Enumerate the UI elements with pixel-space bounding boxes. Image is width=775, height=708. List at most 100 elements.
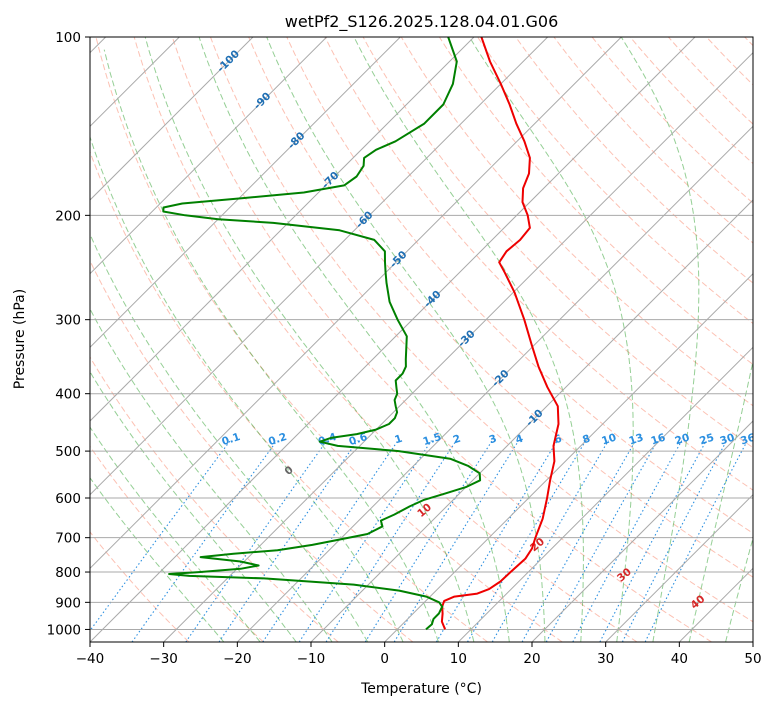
moist-adiabat-line: [103, 49, 439, 642]
dry-adiabat-line: [438, 37, 753, 366]
mixing-ratio-label: 20: [674, 432, 692, 448]
isotherm-line: [90, 37, 549, 496]
mixing-ratio-line: [545, 440, 659, 642]
moist-adiabat-line: [620, 37, 700, 642]
mixing-ratio-line: [644, 440, 748, 642]
mixing-ratio-label: 4: [514, 433, 525, 447]
x-axis-label: Temperature (°C): [360, 681, 482, 697]
plot-frame: [89, 36, 754, 643]
y-axis-label: Pressure (hPa): [12, 289, 28, 389]
x-axis-ticks: −40 −30 −20 −10 0 10 20 30 40 50: [76, 642, 762, 667]
mixing-ratio-label: 1: [393, 433, 404, 447]
x-tick-label: 30: [597, 651, 614, 667]
mixing-ratio-label: 1.5: [422, 431, 443, 448]
dry-adiabat-line: [210, 37, 753, 623]
x-tick-label: 40: [671, 651, 688, 667]
dry-adiabat-line: [591, 37, 753, 204]
mixing-ratio-label: 0.1: [220, 431, 241, 448]
x-tick-label: −30: [149, 651, 178, 667]
moist-adiabat-line: [144, 37, 475, 642]
y-tick-label: 200: [55, 208, 81, 224]
y-tick-label: 500: [55, 444, 81, 460]
x-tick-label: 50: [744, 651, 761, 667]
isotherm-line: [310, 199, 753, 642]
moist-adiabat-line: [90, 426, 261, 642]
mixing-ratio-line: [298, 440, 432, 642]
isotherm-line: [90, 37, 622, 570]
dry-adiabat-line: [90, 531, 190, 642]
moist-adiabat-line: [90, 476, 225, 642]
dry-adiabat-line: [553, 37, 753, 244]
dry-adiabat-line: [95, 37, 563, 642]
mixing-ratio-label: 8: [581, 433, 592, 447]
x-tick-label: 10: [450, 651, 467, 667]
isotherm-line: [605, 493, 753, 642]
isotherm-line: [236, 125, 753, 642]
x-tick-label: −10: [297, 651, 326, 667]
mixing-ratio-line: [262, 440, 399, 642]
dry-adiabat-line: [286, 37, 753, 534]
isotherms: [90, 37, 753, 642]
isotherm-line: [384, 272, 753, 642]
isotherm-line: [90, 37, 696, 642]
mixing-ratio-line: [131, 440, 278, 642]
mixing-ratio-label: 16: [649, 432, 667, 448]
isotherm-line: [90, 37, 254, 201]
mixing-ratio-line: [521, 440, 637, 642]
moist-adiabat-line: [266, 37, 546, 642]
mixing-ratio-label: 36: [739, 432, 757, 448]
dewpoint-profile-line: [162, 37, 482, 631]
dry-adiabats: [90, 37, 753, 642]
mixing-ratio-line: [325, 440, 457, 642]
plot-area: -100-90-80-70-60-50-40-30-20-100.1 0.2 0.4…: [90, 37, 757, 642]
y-tick-label: 100: [55, 30, 81, 46]
mixing-ratio-label: 0.2: [267, 431, 288, 448]
moist-adiabat-line: [90, 308, 333, 642]
y-axis-ticks: 100 200 300 400 500 600 700 800 900 1000: [47, 30, 90, 638]
mixing-ratio-label: 3: [488, 433, 499, 447]
dry-adiabat-line: [400, 37, 753, 407]
mixing-ratio-label: 25: [698, 432, 716, 448]
y-tick-label: 900: [55, 595, 81, 611]
isotherm-line: [531, 420, 753, 642]
dry-adiabat-line: [90, 150, 488, 642]
mixing-ratio-line: [185, 440, 328, 642]
isotherm-line: [457, 346, 753, 642]
x-tick-label: 0: [380, 651, 389, 667]
moist-adiabats: [90, 37, 753, 642]
dry-adiabat-line: [248, 37, 753, 578]
chart-title: wetPf2_S126.2025.128.04.01.G06: [285, 12, 559, 32]
moist-adiabat-line: [90, 135, 404, 642]
mixing-ratio-line: [90, 440, 231, 632]
dry-adiabat-line: [133, 37, 638, 642]
y-tick-label: 600: [55, 491, 81, 507]
mixing-ratio-label: 2: [452, 433, 463, 447]
moist-adiabat-line: [688, 358, 753, 642]
mixing-ratio-label: 10: [600, 432, 618, 448]
moist-adiabat-line: [353, 37, 584, 642]
y-tick-label: 800: [55, 565, 81, 581]
mixing-ratio-label: 13: [627, 432, 645, 448]
y-tick-label: 1000: [47, 622, 81, 638]
mixing-ratio-lines: [90, 440, 748, 642]
isotherm-line: [90, 37, 401, 349]
dry-adiabat-line: [90, 356, 339, 642]
y-tick-label: 400: [55, 387, 81, 403]
dry-adiabat-line: [629, 37, 753, 165]
isotherm-line: [163, 51, 753, 642]
mixing-ratio-line: [364, 440, 493, 642]
moist-adiabat-line: [198, 37, 510, 642]
dry-adiabat-line: [324, 37, 753, 491]
dry-adiabat-line: [90, 259, 414, 642]
mixing-ratio-line: [435, 440, 558, 642]
isotherm-line: [90, 37, 328, 275]
temperature-profile-line: [440, 37, 560, 630]
dry-adiabat-line: [477, 37, 753, 325]
isotherm-line: [90, 37, 475, 422]
mixing-ratio-label: 30: [718, 432, 736, 448]
y-tick-label: 300: [55, 313, 81, 329]
mixing-ratio-line: [572, 440, 683, 642]
moist-adiabat-line: [90, 232, 369, 642]
x-tick-label: 20: [523, 651, 540, 667]
